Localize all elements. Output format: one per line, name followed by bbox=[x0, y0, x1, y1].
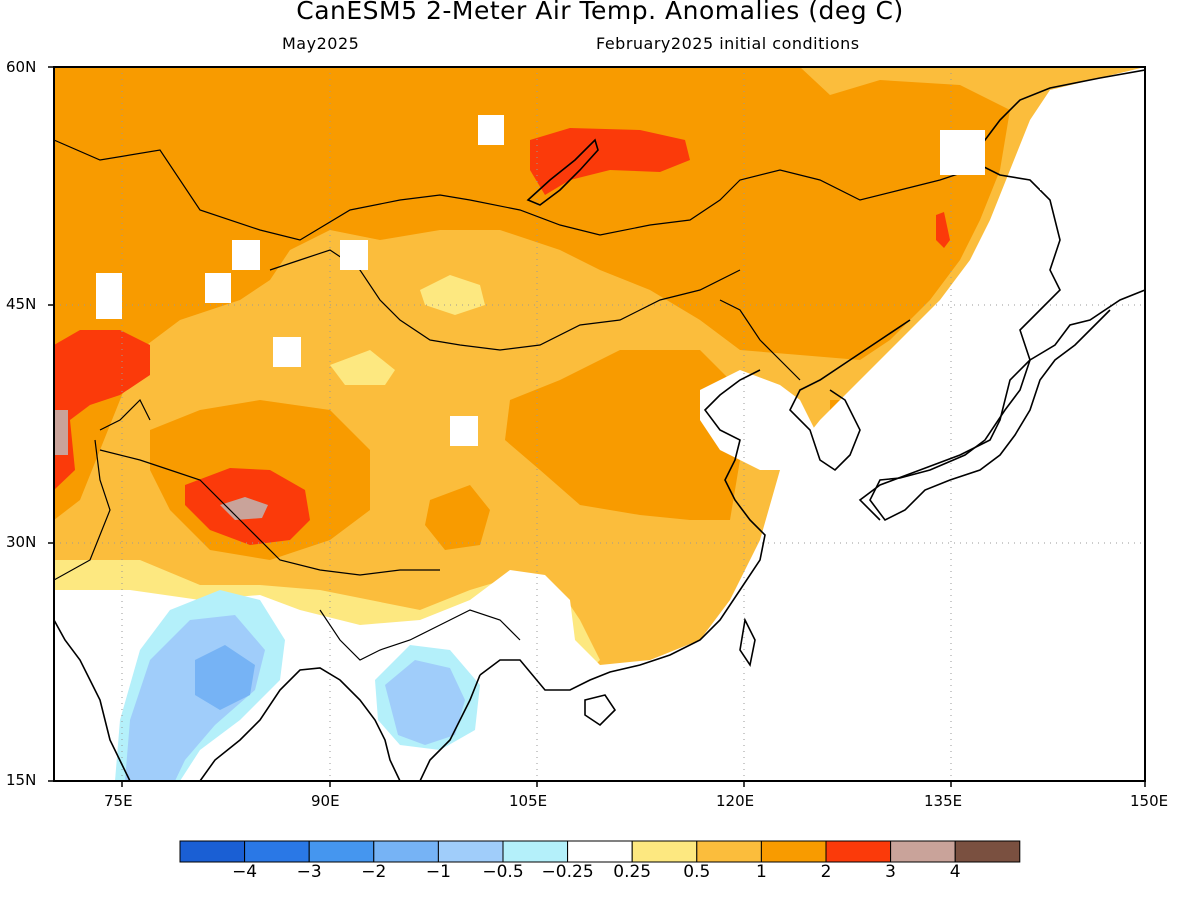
grid-lines bbox=[54, 67, 1145, 781]
anomaly-neutral-korea bbox=[700, 370, 820, 470]
colorbar-tick-label: −4 bbox=[232, 862, 258, 882]
colorbar-tick-label: 0.5 bbox=[683, 862, 711, 882]
colorbar-tick-label: −2 bbox=[361, 862, 387, 882]
lon-label-120e: 120E bbox=[716, 792, 755, 810]
anomaly-peak-west bbox=[54, 410, 68, 455]
valid-month: May2025 bbox=[282, 34, 360, 53]
colorbar-tick-label: −0.5 bbox=[482, 862, 524, 882]
anomaly-peak-tibet bbox=[220, 497, 268, 520]
colorbar-swatch bbox=[825, 840, 892, 863]
colorbar-swatch bbox=[760, 840, 827, 863]
colorbar-swatch bbox=[244, 840, 310, 863]
anomaly-yellow-india bbox=[54, 560, 600, 700]
colorbar-swatch bbox=[437, 840, 504, 863]
map-frame bbox=[53, 66, 1146, 782]
colorbar-tick-label: 1 bbox=[755, 862, 767, 882]
lat-label-30n: 30N bbox=[6, 533, 37, 551]
lat-label-45n: 45N bbox=[6, 295, 37, 313]
anomaly-neutral-south bbox=[54, 67, 1145, 781]
lon-label-75e: 75E bbox=[104, 792, 133, 810]
colorbar-tick-label: 0.25 bbox=[613, 862, 652, 882]
colorbar-tick-label: −1 bbox=[425, 862, 451, 882]
anomaly-orange-china bbox=[505, 350, 740, 520]
colorbar-swatch bbox=[308, 840, 375, 863]
colorbar-tick-label: −3 bbox=[296, 862, 322, 882]
anomaly-cool-burma-core bbox=[385, 660, 465, 745]
colorbar-tick-label: −0.25 bbox=[541, 862, 594, 882]
lat-label-15n: 15N bbox=[6, 771, 37, 789]
colorbar-swatch bbox=[631, 840, 698, 863]
colorbar-swatch bbox=[696, 840, 762, 863]
colorbar bbox=[179, 840, 1021, 863]
colorbar-swatch bbox=[567, 840, 633, 863]
colorbar-swatch bbox=[954, 840, 1021, 863]
colorbar-swatch bbox=[373, 840, 439, 863]
initial-conditions: February2025 initial conditions bbox=[596, 34, 860, 53]
colorbar-swatch bbox=[179, 840, 246, 863]
masked-cells bbox=[96, 115, 1060, 446]
anomaly-red-manchuria bbox=[936, 212, 950, 248]
colorbar-swatch bbox=[890, 840, 956, 863]
axis-ticks bbox=[48, 66, 1146, 787]
anomaly-orange-sichuan bbox=[425, 485, 490, 550]
anomaly-red-centralasia bbox=[54, 330, 150, 490]
lon-label-150e: 150E bbox=[1130, 792, 1169, 810]
colorbar-tick-label: 4 bbox=[949, 862, 961, 882]
colorbar-tick-label: 3 bbox=[885, 862, 897, 882]
lat-label-60n: 60N bbox=[6, 58, 37, 76]
lon-label-90e: 90E bbox=[311, 792, 340, 810]
anomaly-red-baikal bbox=[530, 128, 690, 195]
anomaly-orange-north bbox=[54, 67, 1010, 520]
coastlines bbox=[54, 69, 1145, 781]
lon-label-135e: 135E bbox=[924, 792, 963, 810]
map-panel bbox=[54, 67, 1145, 781]
anomaly-cool-india-core bbox=[195, 645, 255, 710]
colorbar-tick-label: 2 bbox=[820, 862, 832, 882]
map-title: CanESM5 2-Meter Air Temp. Anomalies (deg… bbox=[296, 0, 904, 25]
anomaly-yellow-qinghai bbox=[330, 350, 395, 385]
colorbar-swatch bbox=[502, 840, 569, 863]
lon-label-105e: 105E bbox=[509, 792, 548, 810]
